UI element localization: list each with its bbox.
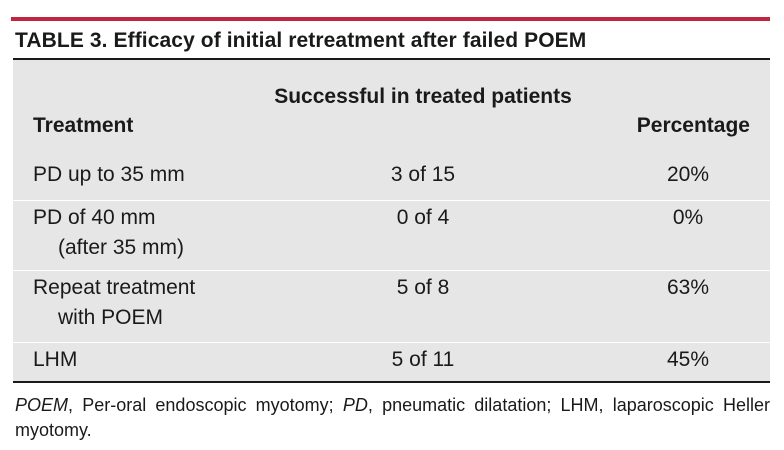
cell-treatment: LHM: [33, 345, 77, 375]
treatment-line1: Repeat treatment: [33, 276, 196, 299]
cell-treatment: PD up to 35 mm: [33, 160, 185, 190]
cell-percentage: 45%: [666, 348, 710, 371]
title-rule: [11, 17, 770, 21]
table-title: TABLE 3. Efficacy of initial retreatment…: [15, 29, 587, 52]
header-treatment: Treatment: [33, 114, 134, 137]
table-row: PD up to 35 mm 3 of 15 20%: [13, 158, 770, 200]
cell-successful: 3 of 15: [390, 163, 456, 186]
cell-treatment: Repeat treatment with POEM: [33, 273, 195, 333]
table-row: LHM 5 of 11 45%: [13, 342, 770, 381]
treatment-line1: LHM: [33, 348, 78, 371]
cell-treatment: PD of 40 mm (after 35 mm): [33, 203, 184, 263]
footnote-abbr-pd: PD: [342, 395, 368, 415]
cell-percentage: 20%: [666, 163, 710, 186]
table-row: Repeat treatment with POEM 5 of 8 63%: [13, 270, 770, 342]
treatment-line1: PD up to 35 mm: [33, 163, 185, 186]
header-percentage: Percentage: [636, 114, 750, 137]
footnote-abbr-poem: POEM: [15, 395, 69, 415]
footnote-def-rest: , pneumatic dilatation; LHM, laparoscopi…: [15, 395, 770, 440]
table-footnote: POEM, Per-oral endoscopic myotomy; PD, p…: [15, 393, 770, 443]
cell-successful: 5 of 11: [391, 348, 455, 371]
cell-successful: 5 of 8: [396, 276, 450, 299]
cell-percentage: 63%: [666, 276, 710, 299]
table-row: PD of 40 mm (after 35 mm) 0 of 4 0%: [13, 200, 770, 270]
footnote-def-poem: , Per-oral endoscopic myotomy;: [68, 395, 343, 415]
header-successful: Successful in treated patients: [274, 85, 572, 108]
treatment-line2: with POEM: [58, 306, 164, 329]
cell-successful: 0 of 4: [396, 206, 450, 229]
treatment-line2: (after 35 mm): [58, 236, 185, 259]
treatment-line1: PD of 40 mm: [33, 206, 156, 229]
data-table: Treatment Successful in treated patients…: [13, 58, 770, 383]
cell-percentage: 0%: [672, 206, 704, 229]
